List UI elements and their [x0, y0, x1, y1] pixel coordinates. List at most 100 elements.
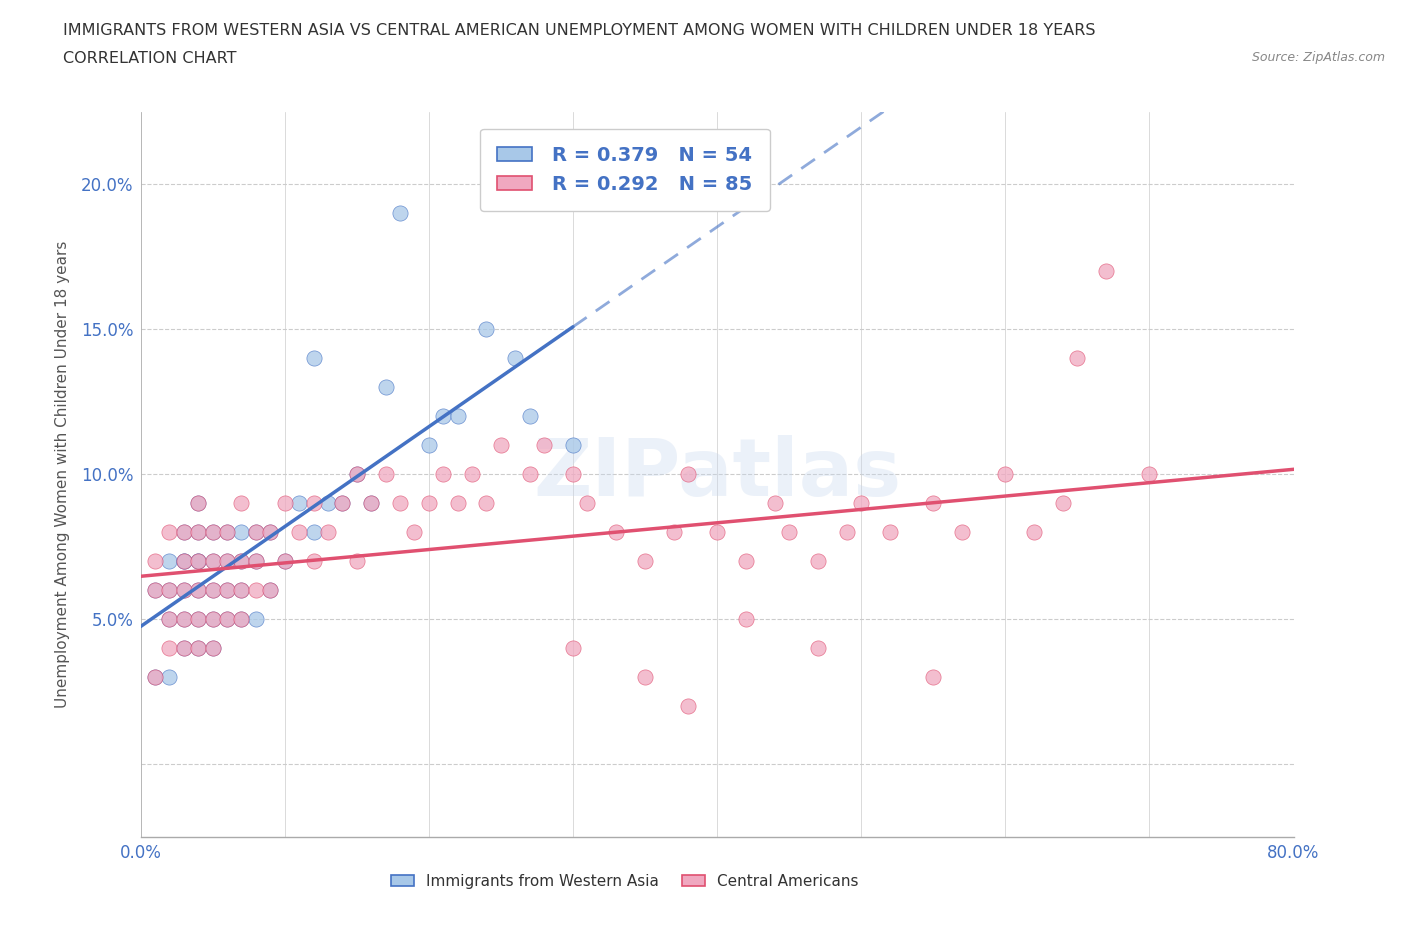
Point: [302, 496, 325, 511]
Point: [562, 467, 585, 482]
Point: [461, 467, 484, 482]
Point: [173, 554, 195, 569]
Point: [418, 496, 440, 511]
Point: [576, 496, 599, 511]
Point: [159, 525, 180, 539]
Y-axis label: Unemployment Among Women with Children Under 18 years: Unemployment Among Women with Children U…: [55, 241, 70, 708]
Point: [231, 496, 253, 511]
Point: [187, 554, 209, 569]
Point: [231, 612, 253, 627]
Point: [634, 670, 657, 684]
Point: [735, 554, 758, 569]
Point: [173, 554, 195, 569]
Point: [173, 525, 195, 539]
Point: [173, 554, 195, 569]
Point: [259, 525, 281, 539]
Point: [217, 554, 239, 569]
Point: [418, 438, 440, 453]
Point: [678, 467, 700, 482]
Point: [217, 612, 239, 627]
Point: [1139, 467, 1161, 482]
Point: [360, 496, 382, 511]
Point: [143, 670, 166, 684]
Point: [245, 583, 267, 598]
Text: CORRELATION CHART: CORRELATION CHART: [63, 51, 236, 66]
Point: [519, 409, 541, 424]
Point: [217, 525, 239, 539]
Point: [187, 612, 209, 627]
Point: [187, 496, 209, 511]
Point: [678, 699, 700, 714]
Point: [950, 525, 973, 539]
Point: [159, 583, 180, 598]
Point: [346, 467, 368, 482]
Point: [662, 525, 685, 539]
Point: [217, 583, 239, 598]
Point: [201, 641, 224, 656]
Point: [374, 467, 396, 482]
Point: [173, 641, 195, 656]
Point: [332, 496, 354, 511]
Point: [274, 554, 297, 569]
Point: [187, 525, 209, 539]
Point: [231, 612, 253, 627]
Point: [159, 612, 180, 627]
Point: [231, 583, 253, 598]
Point: [562, 641, 585, 656]
Point: [388, 206, 411, 220]
Point: [922, 496, 945, 511]
Point: [245, 554, 267, 569]
Point: [159, 670, 180, 684]
Point: [274, 496, 297, 511]
Point: [217, 525, 239, 539]
Point: [404, 525, 426, 539]
Point: [231, 554, 253, 569]
Point: [388, 496, 411, 511]
Point: [302, 525, 325, 539]
Point: [187, 612, 209, 627]
Point: [288, 496, 311, 511]
Point: [1066, 351, 1088, 365]
Point: [173, 583, 195, 598]
Point: [259, 583, 281, 598]
Point: [201, 641, 224, 656]
Point: [159, 641, 180, 656]
Point: [231, 525, 253, 539]
Point: [316, 525, 339, 539]
Point: [173, 525, 195, 539]
Point: [346, 554, 368, 569]
Point: [994, 467, 1017, 482]
Point: [143, 583, 166, 598]
Point: [1052, 496, 1074, 511]
Point: [533, 438, 555, 453]
Point: [159, 583, 180, 598]
Point: [187, 496, 209, 511]
Point: [562, 438, 585, 453]
Point: [187, 554, 209, 569]
Point: [201, 525, 224, 539]
Point: [159, 612, 180, 627]
Point: [1095, 264, 1118, 279]
Point: [519, 467, 541, 482]
Point: [835, 525, 858, 539]
Point: [432, 467, 454, 482]
Point: [807, 641, 830, 656]
Point: [187, 583, 209, 598]
Point: [447, 496, 470, 511]
Point: [201, 583, 224, 598]
Point: [332, 496, 354, 511]
Point: [360, 496, 382, 511]
Point: [1024, 525, 1046, 539]
Point: [245, 554, 267, 569]
Point: [217, 583, 239, 598]
Point: [201, 612, 224, 627]
Point: [201, 554, 224, 569]
Point: [922, 670, 945, 684]
Point: [201, 612, 224, 627]
Point: [201, 525, 224, 539]
Point: [288, 525, 311, 539]
Point: [259, 525, 281, 539]
Point: [231, 554, 253, 569]
Point: [735, 612, 758, 627]
Point: [187, 583, 209, 598]
